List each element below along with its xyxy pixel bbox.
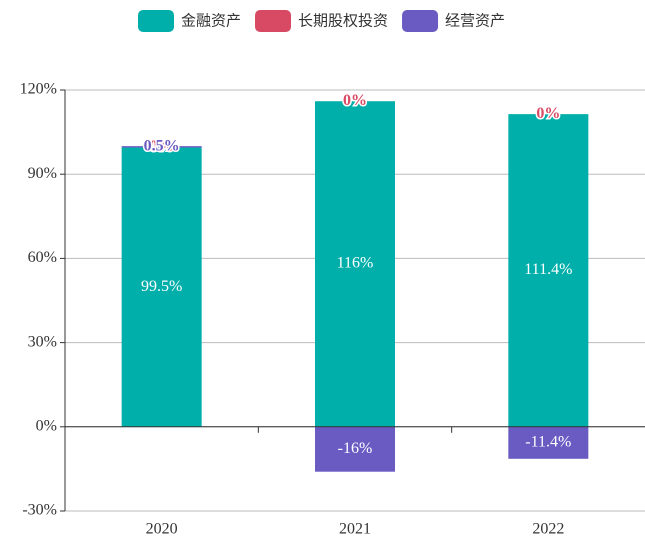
bar-segment: [508, 426, 589, 459]
data-label: -16%: [338, 440, 373, 457]
y-tick-label: -30%: [22, 502, 57, 519]
x-tick-label: 2022: [532, 521, 564, 538]
y-tick-label: 120%: [20, 81, 57, 98]
data-label: 111.4%: [524, 261, 572, 278]
y-tick-label: 30%: [28, 333, 57, 350]
y-tick-label: 0%: [36, 417, 57, 434]
legend-label: 金融资产: [181, 12, 241, 30]
legend-swatch: [255, 10, 292, 32]
data-label: -11.4%: [525, 433, 571, 450]
legend-swatch: [138, 10, 174, 32]
y-tick-label: 60%: [28, 249, 57, 266]
bar-segment: [121, 147, 202, 427]
data-label: 0.5%: [144, 138, 180, 155]
bar-segment: [508, 114, 589, 427]
y-tick-label: 90%: [28, 165, 57, 182]
x-tick-label: 2020: [146, 521, 178, 538]
x-tick-label: 2021: [339, 521, 371, 538]
legend-label: 经营资产: [445, 12, 505, 30]
data-label: 0%: [343, 92, 367, 109]
data-label: 0%: [536, 105, 560, 122]
bar-segment: [315, 101, 395, 427]
legend-swatch: [402, 10, 439, 32]
bar-segment: [315, 426, 395, 472]
data-label: 0%: [150, 138, 174, 155]
data-label: 99.5%: [141, 278, 182, 295]
bar-segment: [121, 146, 202, 148]
legend-label: 长期股权投资: [298, 12, 388, 30]
data-label: 116%: [337, 255, 374, 272]
